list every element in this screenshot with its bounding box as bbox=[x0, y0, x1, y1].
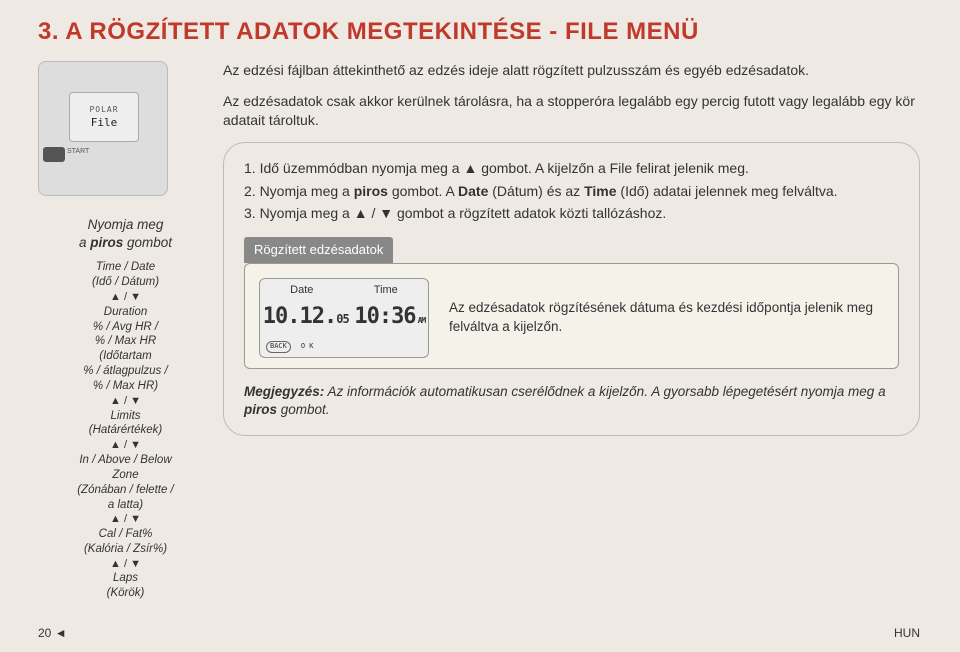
updown-icon: ▲ / ▼ bbox=[38, 290, 213, 304]
nav-item: In / Above / BelowZone(Zónában / felette… bbox=[38, 453, 213, 513]
watch-button-label: START bbox=[67, 148, 89, 155]
instruction-3: 3. Nyomja meg a ▲ / ▼ gombot a rögzített… bbox=[244, 204, 899, 223]
watch-brand: POLAR bbox=[89, 105, 118, 114]
nav-press-instruction: Nyomja meg a piros gombot bbox=[38, 216, 213, 252]
instruction-2: 2. Nyomja meg a piros gombot. A Date (Dá… bbox=[244, 182, 899, 201]
lcd-date-value: 10.12.05 bbox=[263, 302, 349, 332]
nav-item: Laps(Körök) bbox=[38, 571, 213, 601]
updown-icon: ▲ / ▼ bbox=[38, 512, 213, 526]
page-number: 20 ◄ bbox=[38, 626, 67, 640]
lcd-header-date: Date bbox=[290, 283, 313, 298]
nav-item: Time / Date(Idő / Dátum) bbox=[38, 260, 213, 290]
intro-para-2: Az edzésadatok csak akkor kerülnek tárol… bbox=[223, 92, 920, 130]
arrow-left-icon: ◄ bbox=[55, 626, 67, 640]
left-column: POLAR File START Nyomja meg a piros gomb… bbox=[38, 46, 213, 601]
lcd-ok-label: O K bbox=[301, 342, 314, 351]
watch-button bbox=[43, 147, 65, 162]
watch-illustration: POLAR File START bbox=[38, 61, 168, 196]
intro-para-1: Az edzési fájlban áttekinthető az edzés … bbox=[223, 61, 920, 80]
recorded-data-desc: Az edzésadatok rögzítésének dátuma és ke… bbox=[449, 299, 884, 337]
note: Megjegyzés: Az információk automatikusan… bbox=[244, 383, 899, 419]
lcd-time-value: 10:36AM bbox=[354, 302, 425, 332]
nav-item: Limits(Határértékek) bbox=[38, 409, 213, 439]
updown-icon: ▲ / ▼ bbox=[38, 394, 213, 408]
nav-item: Duration% / Avg HR /% / Max HR(Időtartam… bbox=[38, 305, 213, 395]
page-lang: HUN bbox=[894, 626, 920, 640]
lcd-header-time: Time bbox=[374, 283, 398, 298]
updown-icon: ▲ / ▼ bbox=[38, 557, 213, 571]
nav-item: Cal / Fat%(Kalória / Zsír%) bbox=[38, 527, 213, 557]
instruction-1: 1. Idő üzemmódban nyomja meg a ▲ gombot.… bbox=[244, 159, 899, 178]
lcd-back-label: BACK bbox=[266, 341, 291, 352]
watch-mode: File bbox=[91, 116, 118, 129]
lcd-illustration: Date Time 10.12.05 10:36AM BACK O K bbox=[259, 278, 429, 358]
recorded-data-title: Rögzített edzésadatok bbox=[244, 237, 393, 263]
instruction-box: 1. Idő üzemmódban nyomja meg a ▲ gombot.… bbox=[223, 142, 920, 437]
main-content: Az edzési fájlban áttekinthető az edzés … bbox=[213, 46, 960, 601]
nav-list: Time / Date(Idő / Dátum) ▲ / ▼ Duration%… bbox=[38, 260, 213, 600]
recorded-data-box: Date Time 10.12.05 10:36AM BACK O K Az e… bbox=[244, 263, 899, 369]
updown-icon: ▲ / ▼ bbox=[38, 438, 213, 452]
page-title: 3. A RÖGZÍTETT ADATOK MEGTEKINTÉSE - FIL… bbox=[0, 0, 960, 46]
